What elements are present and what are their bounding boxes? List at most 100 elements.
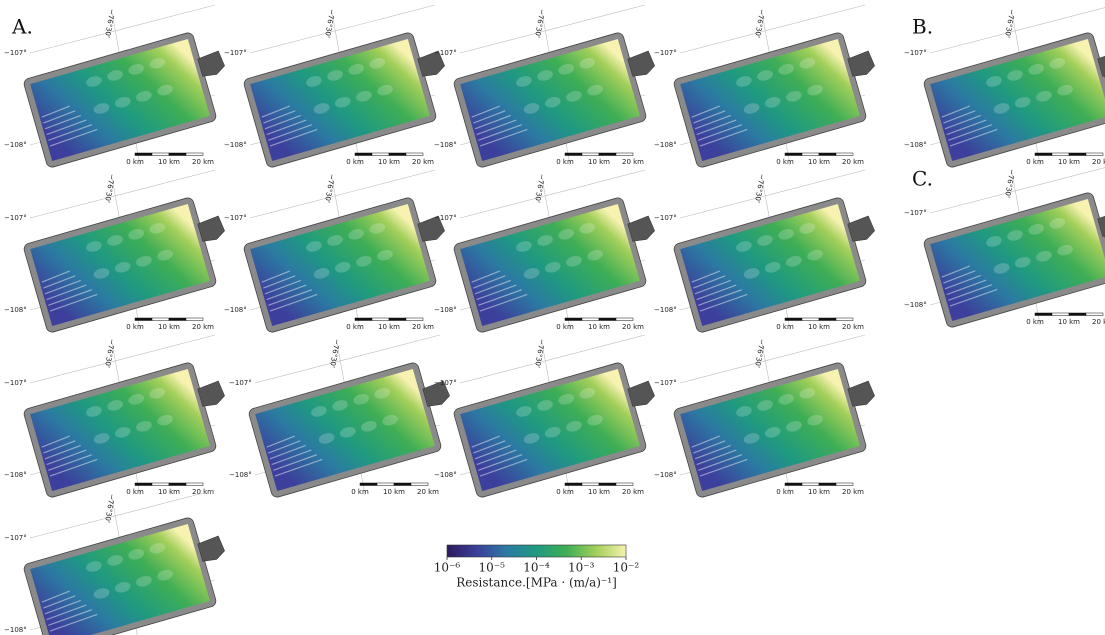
map — [923, 185, 1105, 328]
scale-bar — [565, 318, 582, 321]
scale-label: 10 km — [1058, 158, 1080, 166]
map — [673, 25, 889, 168]
lat-label: −108° — [229, 471, 252, 479]
map — [23, 355, 239, 498]
scale-bar — [616, 483, 633, 486]
lat-label: −107° — [654, 379, 677, 387]
scale-label: 10 km — [808, 158, 830, 166]
scale-label: 20 km — [842, 488, 864, 496]
map — [453, 25, 669, 168]
scale-bar — [616, 318, 633, 321]
scale-label: 10 km — [158, 323, 180, 331]
map-panel: −107°−108°−76°30'0 km10 km20 km — [434, 335, 668, 498]
scale-label: 10 km — [588, 158, 610, 166]
lon-label: −76°30' — [533, 8, 546, 38]
scale-label: 20 km — [192, 323, 214, 331]
lat-label: −107° — [904, 49, 927, 57]
scale-bar — [1052, 313, 1069, 316]
map-panel: −107°−108°−76°30'0 km10 km20 km — [654, 170, 888, 333]
lon-label: −76°30' — [323, 8, 336, 38]
lat-label: −108° — [224, 306, 247, 314]
lon-label: −76°30' — [323, 173, 336, 203]
lat-label: −107° — [654, 214, 677, 222]
scale-label: 20 km — [1092, 158, 1105, 166]
scale-label: 10 km — [808, 488, 830, 496]
map — [248, 355, 464, 498]
scale-label: 10 km — [1058, 318, 1080, 326]
scale-label: 20 km — [412, 323, 434, 331]
scale-label: 0 km — [346, 323, 364, 331]
scale-bar — [785, 153, 802, 156]
lat-label: −107° — [4, 534, 27, 542]
scale-label: 10 km — [383, 488, 405, 496]
lon-label: −76°30' — [1003, 8, 1016, 38]
map-panel: −107°−108°−76°30'0 km10 km20 km — [904, 165, 1105, 328]
scale-bar — [152, 153, 169, 156]
scale-label: 20 km — [417, 488, 439, 496]
lon-label: −76°30' — [103, 338, 116, 368]
scale-bar — [819, 318, 836, 321]
lat-label: −108° — [4, 626, 27, 634]
scale-bar — [565, 153, 582, 156]
lat-label: −107° — [224, 214, 247, 222]
map-panel: −107°−108°−76°30'0 km10 km20 km — [4, 5, 238, 168]
scale-label: 10 km — [378, 323, 400, 331]
scale-bar — [1035, 313, 1052, 316]
scale-bar — [616, 153, 633, 156]
lat-label: −108° — [904, 301, 927, 309]
map-panel: −107°−108°−76°30'0 km10 km20 km — [654, 5, 888, 168]
scale-label: 20 km — [622, 488, 644, 496]
map — [453, 190, 669, 333]
scale-label: 0 km — [556, 323, 574, 331]
scale-bar — [169, 483, 186, 486]
scale-bar — [582, 318, 599, 321]
lat-label: −107° — [4, 49, 27, 57]
map-panel: −107°−108°−76°30'0 km10 km20 km — [904, 5, 1105, 168]
map — [673, 355, 889, 498]
scale-label: 0 km — [776, 158, 794, 166]
lat-label: −107° — [434, 214, 457, 222]
lat-label: −108° — [654, 306, 677, 314]
scale-bar — [152, 483, 169, 486]
scale-bar — [360, 483, 377, 486]
map-panel: −107° −108° −76°30' 0 km 10 km 20 km — [224, 170, 458, 333]
lon-label: −76°30' — [328, 338, 341, 368]
lon-label: −76°30' — [103, 493, 116, 523]
scale-bar — [582, 153, 599, 156]
lon-label: −76°30' — [1003, 168, 1016, 198]
colorbar-label: Resistance.[MPa · (m/a)⁻¹] — [456, 576, 617, 590]
scale-bar — [582, 483, 599, 486]
scale-label: 0 km — [776, 488, 794, 496]
scale-label: 0 km — [126, 323, 144, 331]
scale-label: 20 km — [192, 158, 214, 166]
scale-bar — [169, 318, 186, 321]
scale-bar — [819, 153, 836, 156]
lat-label: −108° — [4, 141, 27, 149]
lon-label: −76°30' — [103, 173, 116, 203]
scale-bar — [406, 153, 423, 156]
page: {"panel_labels": ["A.", "B.", "C."], "ma… — [0, 0, 1105, 635]
scale-bar — [372, 318, 389, 321]
scale-bar — [1035, 153, 1052, 156]
scale-bar — [599, 153, 616, 156]
map — [673, 190, 889, 333]
lat-label: −108° — [904, 141, 927, 149]
scale-bar — [372, 153, 389, 156]
lat-label: −107° — [434, 49, 457, 57]
panel-label: B. — [912, 15, 933, 39]
scale-label: 20 km — [622, 158, 644, 166]
scale-label: 0 km — [346, 158, 364, 166]
lat-label: −108° — [434, 306, 457, 314]
scale-bar — [135, 153, 152, 156]
map — [23, 510, 239, 635]
map — [23, 25, 239, 168]
lat-label: −108° — [4, 306, 27, 314]
lon-label: −76°30' — [753, 8, 766, 38]
lon-label: −76°30' — [103, 8, 116, 38]
map-panel: −107°−108°−76°30'0 km10 km20 km — [224, 5, 458, 168]
colorbar-tick-label: 10⁻³ — [568, 561, 595, 575]
scale-bar — [785, 318, 802, 321]
lat-label: −108° — [654, 471, 677, 479]
